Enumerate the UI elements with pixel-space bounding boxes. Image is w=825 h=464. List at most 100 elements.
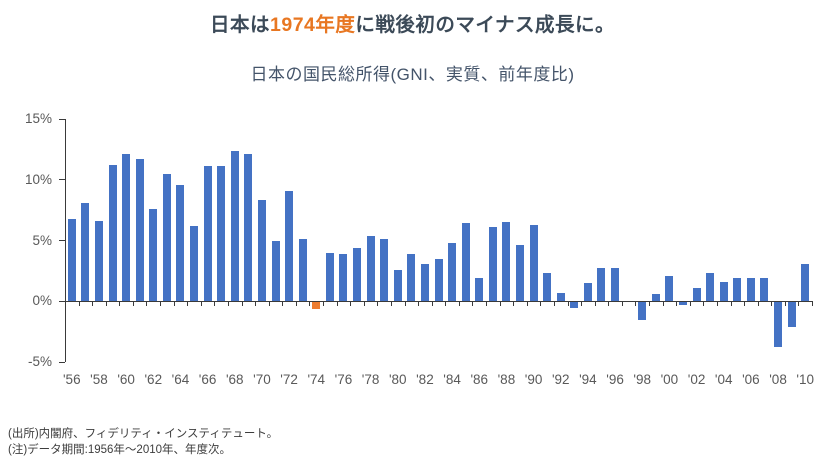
x-axis-tick bbox=[431, 301, 433, 307]
x-axis-label: '88 bbox=[497, 372, 516, 387]
x-axis-label: '08 bbox=[769, 372, 787, 387]
x-axis-tick bbox=[309, 301, 311, 307]
x-axis-tick bbox=[445, 301, 447, 307]
bar-1957 bbox=[81, 202, 90, 302]
bar-2000 bbox=[665, 275, 674, 302]
y-axis-label: 15% bbox=[24, 111, 52, 126]
x-axis-tick bbox=[594, 301, 596, 307]
bar-1956 bbox=[67, 218, 76, 302]
x-axis-tick bbox=[295, 301, 297, 307]
bar-2004 bbox=[719, 281, 728, 302]
bar-1971 bbox=[271, 240, 280, 302]
x-axis-tick bbox=[635, 301, 637, 307]
x-axis-tick bbox=[282, 301, 284, 307]
x-axis-tick bbox=[241, 301, 243, 307]
x-axis-tick bbox=[119, 301, 121, 307]
bar-1991 bbox=[543, 273, 552, 302]
bar-1984 bbox=[448, 242, 457, 302]
bar-1966 bbox=[203, 166, 212, 302]
x-axis-label: '98 bbox=[633, 372, 652, 387]
y-axis-label: 10% bbox=[24, 171, 52, 187]
x-axis-tick bbox=[581, 301, 583, 307]
bar-1974 bbox=[312, 301, 321, 310]
x-axis-label: '96 bbox=[606, 372, 624, 387]
x-axis-tick bbox=[784, 301, 786, 307]
chart-title: 日本の国民総所得(GNI、実質、前年度比) bbox=[250, 65, 575, 84]
bar-2002 bbox=[692, 287, 701, 302]
bar-1989 bbox=[515, 245, 524, 302]
title-text-pre: 日本は bbox=[209, 14, 270, 36]
x-axis-tick bbox=[486, 301, 488, 307]
x-axis-tick bbox=[173, 301, 175, 307]
x-axis-label: '66 bbox=[198, 372, 217, 387]
bar-2007 bbox=[760, 278, 769, 302]
x-axis-tick bbox=[689, 301, 691, 307]
x-axis-label: '60 bbox=[117, 372, 135, 387]
x-axis-tick bbox=[418, 301, 420, 307]
x-axis-label: '76 bbox=[334, 372, 353, 387]
x-axis-tick bbox=[363, 301, 365, 307]
x-axis-label: '74 bbox=[307, 372, 326, 387]
bar-1990 bbox=[529, 224, 538, 302]
source-note: (出所)内閣府、フィデリティ・インスティテュート。 bbox=[8, 428, 279, 440]
x-axis-label: '10 bbox=[796, 372, 814, 387]
x-axis-tick bbox=[187, 301, 189, 307]
bar-1973 bbox=[298, 239, 307, 302]
bar-1977 bbox=[353, 247, 361, 302]
y-axis-tick bbox=[59, 361, 65, 363]
x-axis-label: '68 bbox=[225, 372, 244, 387]
x-axis-tick bbox=[472, 301, 474, 307]
bar-1995 bbox=[597, 268, 606, 302]
x-axis-tick bbox=[404, 301, 406, 307]
x-axis-label: '02 bbox=[687, 372, 706, 387]
x-axis-tick bbox=[214, 301, 216, 307]
y-axis-tick bbox=[59, 118, 65, 120]
x-axis-tick bbox=[513, 301, 515, 307]
bar-1958 bbox=[94, 221, 103, 302]
x-axis-tick bbox=[608, 301, 610, 307]
x-axis-tick bbox=[526, 301, 528, 307]
bar-2005 bbox=[733, 278, 742, 302]
x-axis-label: '78 bbox=[361, 372, 380, 387]
x-axis-label: '92 bbox=[551, 372, 570, 387]
x-axis-tick bbox=[323, 301, 325, 307]
bar-1978 bbox=[366, 235, 375, 302]
y-axis-line bbox=[65, 119, 66, 362]
bar-1985 bbox=[461, 223, 470, 302]
x-axis-label: '58 bbox=[90, 372, 108, 387]
y-axis-tick bbox=[59, 179, 65, 181]
y-axis-label: 0% bbox=[32, 293, 52, 309]
bar-1970 bbox=[257, 200, 266, 302]
period-note: (注)データ期間:1956年〜2010年、年度次。 bbox=[8, 444, 232, 456]
bar-1988 bbox=[502, 222, 511, 302]
page-title: 日本は1974年度に戦後初のマイナス成長に。 bbox=[0, 8, 825, 37]
y-axis-label: 5% bbox=[32, 232, 52, 248]
x-axis-tick bbox=[65, 301, 66, 307]
x-axis-label: '62 bbox=[144, 372, 163, 387]
y-axis-tick bbox=[59, 240, 65, 241]
x-axis-tick bbox=[350, 301, 352, 307]
bar-1968 bbox=[230, 150, 239, 302]
x-axis-tick bbox=[160, 301, 162, 307]
x-axis-label: '64 bbox=[171, 372, 190, 387]
x-axis-tick bbox=[621, 301, 623, 307]
footnotes: (出所)内閣府、フィデリティ・インスティテュート。 (注)データ期間:1956年… bbox=[8, 426, 508, 458]
x-axis-tick bbox=[227, 301, 229, 307]
bar-1967 bbox=[217, 166, 226, 302]
x-axis-label: '90 bbox=[524, 372, 543, 387]
bar-2001 bbox=[678, 301, 687, 306]
x-axis-label: '84 bbox=[443, 372, 461, 387]
x-axis-line bbox=[65, 300, 812, 302]
bar-1996 bbox=[611, 268, 620, 302]
x-axis-tick bbox=[771, 301, 773, 307]
x-axis-tick bbox=[146, 301, 148, 307]
bar-1972 bbox=[285, 190, 294, 302]
x-axis-tick bbox=[92, 301, 94, 307]
bar-1983 bbox=[434, 258, 443, 302]
bar-1975 bbox=[325, 252, 334, 302]
x-axis-label: '80 bbox=[388, 372, 407, 387]
x-axis-tick bbox=[268, 301, 270, 307]
x-axis-label: '56 bbox=[62, 372, 81, 387]
bar-1965 bbox=[190, 225, 199, 302]
bar-1963 bbox=[162, 173, 171, 302]
